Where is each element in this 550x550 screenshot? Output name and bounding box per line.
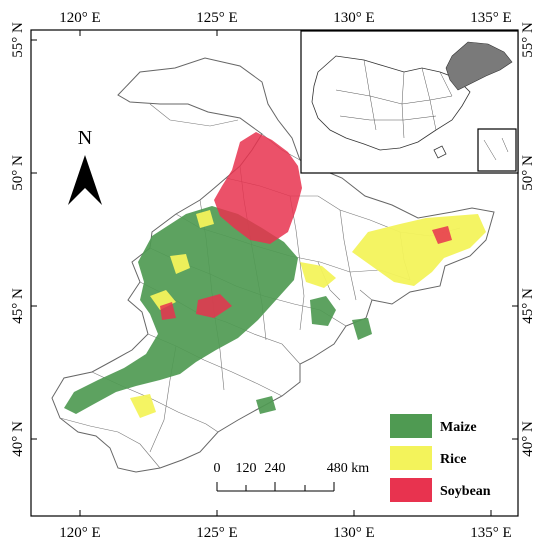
northeast-china-highlight [445, 41, 513, 91]
right-lat-label: 55° N [520, 22, 536, 58]
bottom-lon-label: 130° E [333, 525, 374, 541]
china-outline [311, 55, 471, 151]
maize-areas [64, 206, 372, 414]
north-arrow-right-icon [85, 155, 102, 205]
north-arrow-left-icon [68, 155, 85, 205]
right-lat-label: 45° N [520, 288, 536, 324]
top-lon-label: 125° E [196, 10, 237, 26]
legend-label: Rice [440, 452, 466, 467]
left-lat-label: 45° N [10, 288, 26, 324]
north-arrow-label: N [78, 127, 92, 149]
legend-swatch-rice [390, 446, 432, 470]
legend-label: Soybean [440, 484, 491, 499]
map-frame [30, 29, 519, 517]
bottom-lon-label: 125° E [196, 525, 237, 541]
north-arrow: N [68, 127, 102, 205]
south-china-sea-inset [477, 128, 517, 172]
right-lat-label: 40° N [520, 421, 536, 457]
scale-label: 0 [214, 461, 221, 476]
scale-bar: 0 120 240 480 km [214, 461, 370, 492]
scale-label: 240 [265, 461, 286, 476]
top-lon-label: 135° E [470, 10, 511, 26]
legend-swatch-maize [390, 414, 432, 438]
legend-label: Maize [440, 420, 477, 435]
left-lat-label: 50° N [10, 155, 26, 191]
top-lon-label: 120° E [59, 10, 100, 26]
top-lon-label: 130° E [333, 10, 374, 26]
legend-swatch-soybean [390, 478, 432, 502]
soybean-areas [160, 132, 452, 320]
right-lat-label: 50° N [520, 155, 536, 191]
scale-label: 120 [236, 461, 257, 476]
left-lat-label: 55° N [10, 22, 26, 58]
bottom-lon-label: 120° E [59, 525, 100, 541]
left-lat-label: 40° N [10, 421, 26, 457]
bottom-lon-label: 135° E [470, 525, 511, 541]
legend: Maize Rice Soybean [390, 414, 491, 502]
inset-map [300, 30, 519, 174]
scale-label: 480 km [327, 461, 370, 476]
